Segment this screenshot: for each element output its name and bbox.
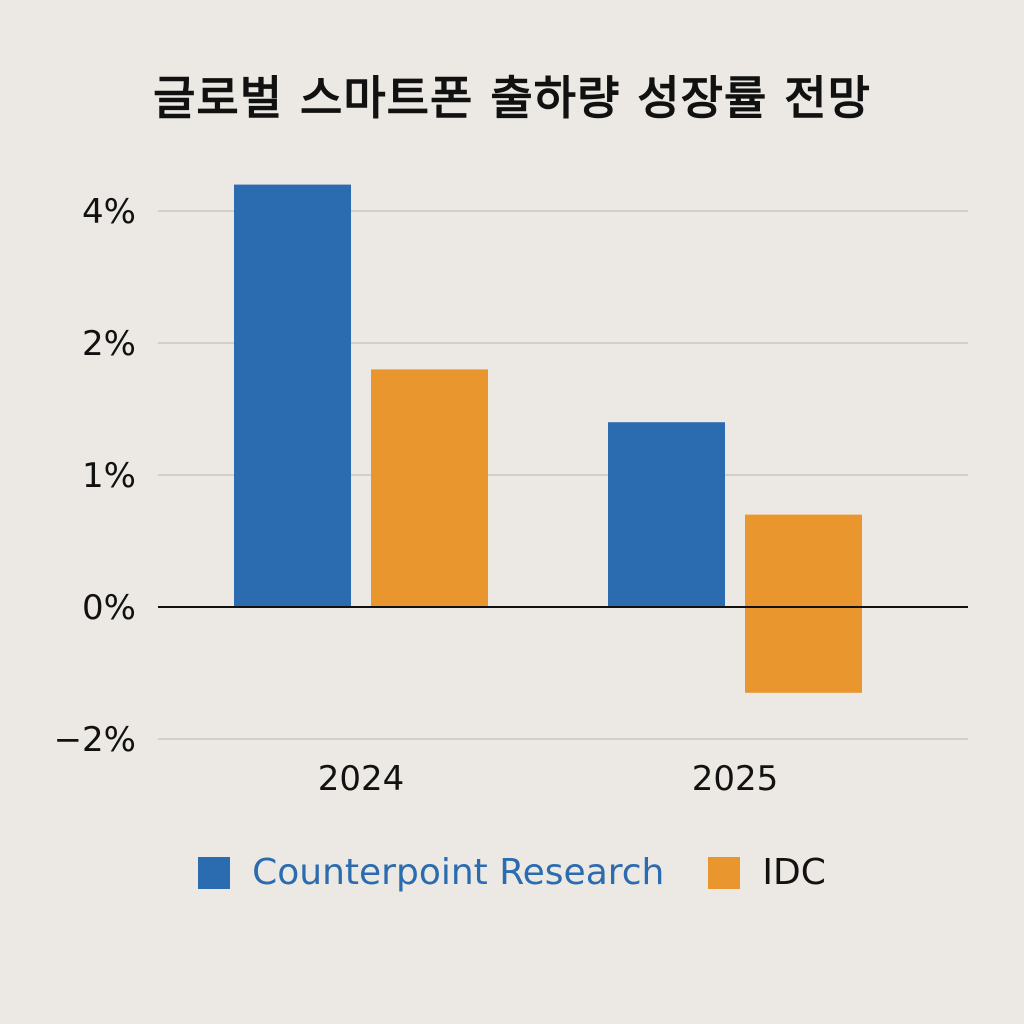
legend-swatch-idc bbox=[708, 856, 741, 889]
x-tick-label: 2025 bbox=[692, 759, 779, 799]
legend-item-counterpoint: Counterpoint Research bbox=[198, 852, 664, 893]
legend: Counterpoint Research IDC bbox=[0, 852, 1024, 893]
legend-label-idc: IDC bbox=[762, 852, 826, 893]
chart-title: 글로벌 스마트폰 출하량 성장률 전망 bbox=[153, 71, 871, 125]
x-tick-label: 2024 bbox=[318, 759, 405, 799]
y-tick-label: 4% bbox=[82, 192, 136, 232]
bar-idc-2024 bbox=[371, 369, 488, 607]
bar-counterpoint-research-2024 bbox=[234, 184, 351, 607]
y-tick-label: 0% bbox=[82, 588, 136, 628]
legend-label-counterpoint: Counterpoint Research bbox=[252, 852, 665, 893]
y-tick-label: 2% bbox=[82, 324, 136, 364]
legend-swatch-counterpoint bbox=[198, 856, 231, 889]
bar-counterpoint-research-2025 bbox=[608, 422, 725, 607]
bar-idc-2025 bbox=[745, 514, 862, 607]
bar-idc-2025-negative bbox=[745, 607, 862, 693]
y-tick-label: −2% bbox=[54, 720, 136, 760]
legend-item-idc: IDC bbox=[708, 852, 826, 893]
y-tick-label: 1% bbox=[82, 456, 136, 496]
